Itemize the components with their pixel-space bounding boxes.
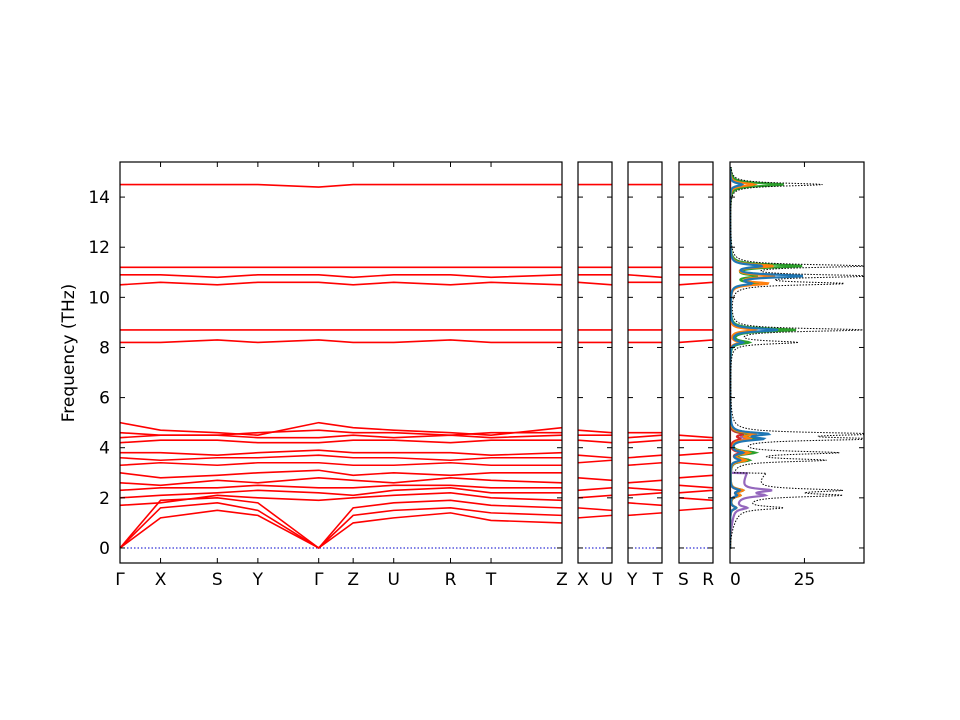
band-line (678, 484, 714, 489)
band-line (119, 421, 563, 436)
band-line (627, 487, 663, 492)
band-line (120, 339, 562, 344)
band-line (577, 494, 613, 499)
x-tick-label-0: Y (626, 570, 638, 590)
dos-panel: 0 25 (729, 161, 865, 590)
y-tick-label: 12 (88, 238, 110, 258)
band-line (627, 461, 663, 467)
panel-frame (627, 161, 663, 564)
band-line (627, 434, 663, 439)
x-tick-label-1: T (652, 570, 664, 590)
band-line (120, 183, 562, 188)
y-axis-label: Frequency (THz) (59, 284, 79, 423)
band-line (678, 461, 714, 467)
band-line (119, 461, 562, 467)
x-tick-label-0: Γ (115, 570, 125, 590)
panel-frame (678, 161, 714, 564)
band-panel-main: Γ X S Y Γ Z U R T Z 0 2 4 6 8 10 12 14 (88, 161, 568, 590)
y-tick-label: 14 (88, 188, 110, 208)
dos-x-tick-label: 0 (730, 570, 741, 590)
band-line (119, 484, 562, 492)
band-line (119, 502, 563, 549)
band-line (627, 273, 663, 279)
band-line (627, 479, 663, 484)
band-line (119, 492, 563, 507)
x-tick-label-0: S (678, 570, 689, 590)
band-line (678, 281, 714, 286)
band-line (577, 487, 613, 492)
band-line (678, 474, 714, 479)
x-tick-label-1: X (155, 570, 167, 590)
band-line (119, 454, 562, 462)
band-line (119, 476, 563, 487)
x-tick-label-5: Z (347, 570, 359, 590)
y-tick-label: 2 (99, 489, 110, 509)
band-line (577, 454, 613, 459)
band-line (119, 487, 562, 499)
band-line (120, 273, 563, 279)
band-line (627, 502, 663, 507)
band-line (577, 429, 613, 434)
band-line (678, 339, 714, 344)
x-tick-label-8: T (485, 570, 497, 590)
x-tick-label-0: X (577, 570, 589, 590)
band-line (119, 469, 562, 479)
y-tick-label: 0 (99, 539, 110, 559)
band-line (627, 439, 663, 444)
band-line (627, 492, 663, 497)
band-line (577, 514, 613, 519)
band-line (678, 497, 714, 502)
band-line (678, 434, 714, 439)
x-tick-label-1: R (702, 570, 714, 590)
band-line (627, 454, 663, 459)
y-tick-label: 6 (99, 389, 110, 409)
y-tick-label: 10 (88, 288, 110, 308)
panel-frame (119, 161, 563, 564)
band-line (577, 459, 613, 464)
dos-x-tick-label: 25 (794, 570, 816, 590)
x-tick-label-4: Γ (314, 570, 324, 590)
x-tick-label-1: U (601, 570, 613, 590)
band-line (577, 476, 613, 482)
x-tick-label-2: S (212, 570, 223, 590)
band-line (119, 439, 562, 444)
panel-frame (577, 161, 613, 564)
band-line (577, 439, 613, 444)
band-line (678, 489, 714, 494)
band-line (119, 281, 563, 286)
x-tick-label-3: Y (252, 570, 264, 590)
band-line (678, 507, 714, 512)
y-tick-label: 8 (99, 338, 110, 358)
dos-frame (729, 161, 865, 564)
y-tick-label: 4 (99, 439, 110, 459)
band-line (678, 451, 714, 457)
dos-total-curve (730, 166, 864, 549)
x-tick-label-7: R (445, 570, 457, 590)
x-tick-label-6: U (387, 570, 399, 590)
band-line (119, 509, 563, 549)
dos-curves (730, 166, 864, 550)
band-line (577, 281, 613, 286)
x-tick-label-9: Z (556, 570, 568, 590)
band-line (120, 449, 563, 457)
band-line (627, 512, 663, 517)
band-line (577, 507, 613, 512)
